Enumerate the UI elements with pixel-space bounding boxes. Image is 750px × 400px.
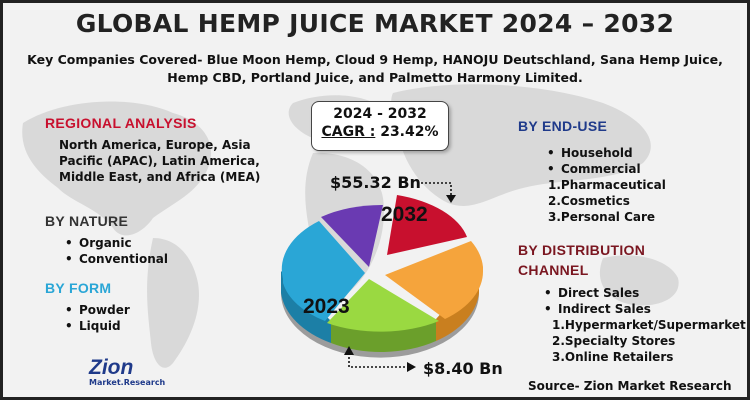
end-use-numbered: 1.Pharmaceutical 2.Cosmetics 3.Personal … xyxy=(548,177,666,225)
list-item: 3.Online Retailers xyxy=(552,350,674,364)
form-list: Powder Liquid xyxy=(61,302,130,334)
distribution-numbered: 1.Hypermarket/Supermarket 2.Specialty St… xyxy=(552,317,746,365)
list-item: 2.Cosmetics xyxy=(548,194,630,208)
source-text: Source- Zion Market Research xyxy=(528,379,732,393)
value-low-label: $8.40 Bn xyxy=(423,359,503,378)
list-item: Household xyxy=(543,145,641,161)
nature-list: Organic Conventional xyxy=(61,235,168,267)
year-start-label: 2023 xyxy=(303,295,350,318)
subtitle-line-1: Key Companies Covered- Blue Moon Hemp, C… xyxy=(27,52,723,67)
cagr-value: 23.42% xyxy=(380,124,439,140)
list-item: 3.Personal Care xyxy=(548,210,656,224)
list-item: 2.Specialty Stores xyxy=(552,334,676,348)
regional-analysis-heading: REGIONAL ANALYSIS xyxy=(45,115,197,131)
pie-graphic xyxy=(281,195,484,358)
zion-logo: Zion Market.Research xyxy=(89,356,179,394)
end-use-bullets: Household Commercial xyxy=(543,145,641,177)
regional-analysis-text: North America, Europe, Asia Pacific (APA… xyxy=(59,137,260,185)
list-item: Organic xyxy=(61,235,168,251)
distribution-heading-line-2: CHANNEL xyxy=(518,262,589,278)
list-item: 1.Pharmaceutical xyxy=(548,178,666,192)
distribution-bullets: Direct Sales Indirect Sales xyxy=(540,285,651,317)
page-title: GLOBAL HEMP JUICE MARKET 2024 – 2032 xyxy=(75,9,675,38)
list-item: Direct Sales xyxy=(540,285,651,301)
logo-sub: Market.Research xyxy=(89,378,166,387)
subtitle-line-2: Hemp CBD, Portland Juice, and Palmetto H… xyxy=(167,70,583,85)
regional-line-2: Pacific (APAC), Latin America, xyxy=(59,154,260,168)
pie-slice-red xyxy=(387,195,467,255)
by-end-use-heading: BY END-USE xyxy=(518,118,608,134)
list-item: 1.Hypermarket/Supermarket xyxy=(552,318,746,332)
arrow-high-icon xyxy=(421,182,456,203)
list-item: Indirect Sales xyxy=(540,301,651,317)
list-item: Commercial xyxy=(543,161,641,177)
by-form-heading: BY FORM xyxy=(45,280,112,296)
by-distribution-heading: BY DISTRIBUTION CHANNEL xyxy=(518,240,645,280)
arrow-low-icon xyxy=(344,346,416,372)
regional-line-3: Middle East, and Africa (MEA) xyxy=(59,170,261,184)
logo-name: Zion xyxy=(89,356,134,379)
pie-slice-orange xyxy=(385,241,484,319)
list-item: Conventional xyxy=(61,251,168,267)
regional-line-1: North America, Europe, Asia xyxy=(59,138,251,152)
cagr-line: CAGR : 23.42% xyxy=(312,124,448,140)
cagr-label: CAGR : xyxy=(321,124,376,140)
cagr-years: 2024 - 2032 xyxy=(333,106,427,122)
pie-slice-purple xyxy=(321,204,383,267)
distribution-heading-line-1: BY DISTRIBUTION xyxy=(518,242,646,258)
list-item: Powder xyxy=(61,302,130,318)
value-high-label: $55.32 Bn xyxy=(330,173,421,192)
pie-slice-green xyxy=(327,279,439,332)
year-end-label: 2032 xyxy=(381,203,428,226)
list-item: Liquid xyxy=(61,318,130,334)
cagr-box: 2024 - 2032 CAGR : 23.42% xyxy=(311,101,449,151)
pie-slice-blue xyxy=(281,221,365,321)
by-nature-heading: BY NATURE xyxy=(45,213,129,229)
key-companies-subtitle: Key Companies Covered- Blue Moon Hemp, C… xyxy=(13,51,737,87)
